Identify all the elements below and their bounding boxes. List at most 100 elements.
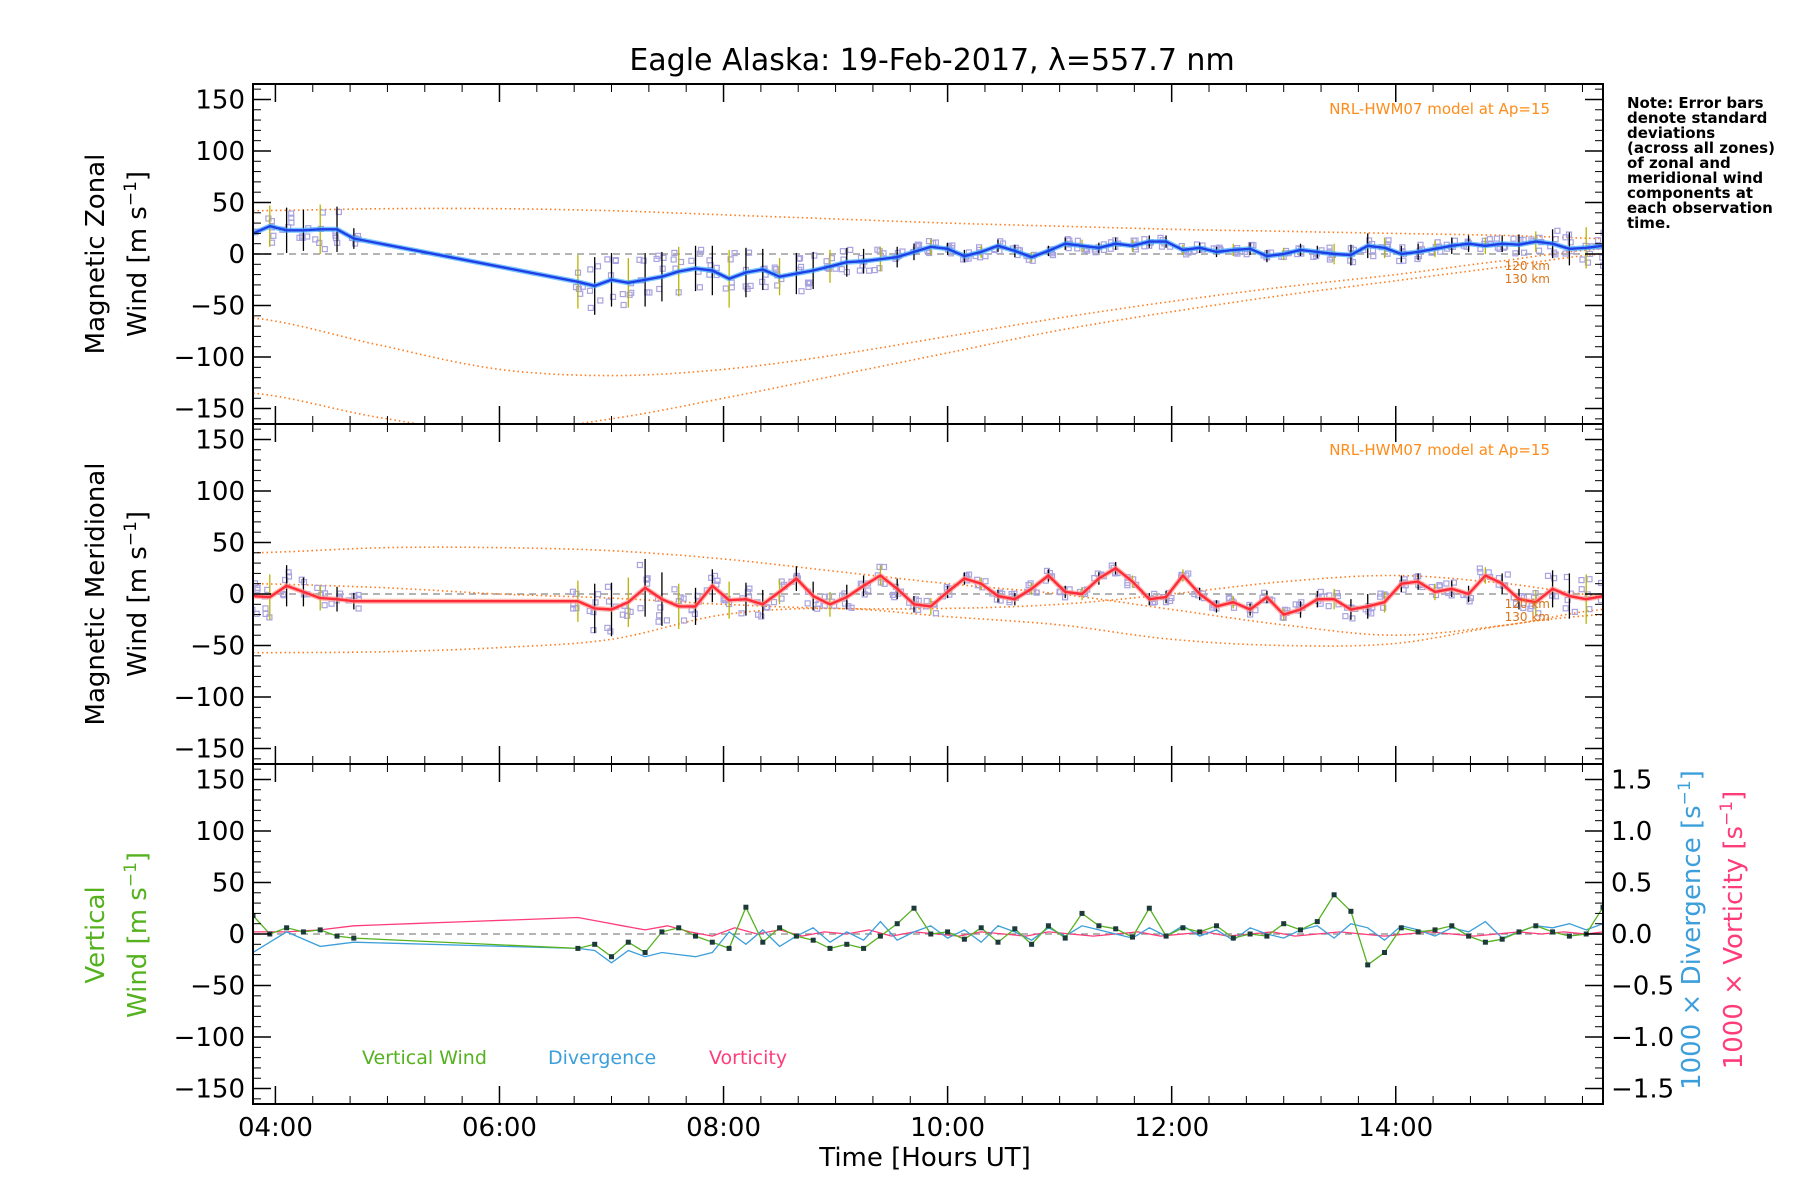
figure-title: Eagle Alaska: 19-Feb-2017, λ=557.7 nm (629, 43, 1234, 78)
meridional-plot-content (253, 546, 1603, 654)
meridional-sample-point (1376, 593, 1384, 600)
right-axis-tick-label: −1.5 (1611, 1075, 1674, 1105)
zonal-model-label: NRL-HWM07 model at Ap=15 (1329, 100, 1550, 118)
vertical-wind-point (1045, 923, 1051, 929)
vertical-wind-point (1482, 939, 1488, 945)
vertical-wind-point (777, 925, 783, 931)
meridional-sample-point (932, 610, 940, 617)
zonal-sample-point (270, 232, 277, 239)
meridional-sample-point (754, 611, 762, 618)
vertical-plot-area: 1.5 1.0 0.5 0.0 −0.5 −1.0 −1.5 150 100 50 0 −50 −100… (174, 763, 1674, 1105)
right-axis-tick-label: 0.5 (1611, 868, 1652, 898)
zonal-sample-point (1520, 249, 1528, 256)
note-line: time. (1627, 214, 1671, 232)
note-line: meridional wind (1627, 169, 1763, 187)
vertical-wind-point (1550, 929, 1556, 935)
meridional-y-tick-label: −100 (174, 683, 245, 713)
vertical-wind-point (317, 927, 323, 933)
meridional-sample-point (912, 596, 919, 603)
zonal-alt-label-120: 120 km (1505, 259, 1550, 273)
zonal-y-tick-label: 50 (212, 188, 245, 218)
zonal-sample-point (299, 234, 306, 241)
zonal-sample-point (688, 257, 695, 264)
meridional-sample-point (770, 598, 778, 606)
x-tick-label: 12:00 (1134, 1113, 1209, 1143)
vertical-y-tick-label: −150 (174, 1075, 245, 1105)
zonal-sample-point (612, 257, 619, 264)
meridional-sample-point (282, 576, 289, 584)
vertical-y-tick-label: 0 (228, 920, 245, 950)
zonal-sample-point (626, 291, 633, 298)
vertical-wind-point (1516, 929, 1522, 935)
meridional-sample-point (643, 576, 650, 583)
zonal-sample-point (1535, 247, 1543, 254)
zonal-sample-point (806, 279, 813, 286)
zonal-sample-point (586, 287, 594, 294)
zonal-sample-point (659, 265, 666, 272)
vertical-wind-point (726, 945, 732, 951)
meridional-sample-point (1443, 580, 1450, 587)
meridional-sample-point (592, 599, 599, 606)
vertical-wind-point (1062, 935, 1068, 941)
meridional-sample-point (1027, 580, 1034, 587)
zonal-sample-point (1579, 256, 1586, 263)
meridional-sample-point (1349, 615, 1356, 622)
vertical-wind-point (844, 941, 850, 947)
vertical-wind-point (1146, 905, 1152, 911)
vertical-wind-point (1079, 910, 1085, 916)
note-line: of zonal and (1627, 154, 1731, 172)
zonal-sample-point (707, 262, 714, 269)
zonal-sample-point (1326, 256, 1334, 263)
meridional-sample-point (570, 605, 577, 612)
vertical-wind-point (911, 905, 917, 911)
vertical-wind-point (1314, 919, 1320, 925)
meridional-sample-point (1292, 601, 1299, 608)
zonal-sample-point (316, 239, 323, 246)
right-axis-tick-label: −1.0 (1611, 1023, 1674, 1053)
zonal-sample-point (847, 246, 854, 253)
zonal-alt-label-130: 130 km (1505, 272, 1550, 286)
meridional-sample-point (321, 590, 329, 597)
vertical-wind-point (961, 936, 967, 942)
meridional-sample-point (746, 585, 753, 592)
meridional-sample-point (861, 591, 868, 598)
meridional-model-curve-0 (253, 546, 1603, 637)
meridional-sample-point (1527, 605, 1534, 612)
zonal-plot-content (253, 204, 1603, 424)
vertical-wind-point (793, 933, 799, 939)
vertical-ylabel-line2: Wind [m s−1] (121, 852, 153, 1018)
vertical-wind-point (1365, 962, 1371, 968)
zonal-sample-point (1594, 237, 1602, 244)
zonal-sample-point (811, 252, 818, 259)
meridional-sample-point (253, 606, 256, 613)
vertical-wind-point (351, 935, 357, 941)
meridional-sample-point (655, 618, 662, 625)
vorticity-axis-label: 1000 × Vorticity [s−1] (1717, 791, 1749, 1070)
right-axis-tick-label: 1.5 (1611, 765, 1652, 795)
zonal-sample-point (619, 291, 626, 298)
vertical-wind-panel: 1.5 1.0 0.5 0.0 −0.5 −1.0 −1.5 150 100 50 0 −50 −100… (81, 763, 1749, 1105)
vertical-ylabel-line1: Vertical (81, 886, 111, 983)
vertical-wind-point (1012, 926, 1018, 932)
meridional-sample-point (845, 603, 852, 610)
vertical-wind-point (1566, 933, 1572, 939)
vertical-wind-point (592, 941, 598, 947)
vertical-wind-point (1533, 923, 1539, 929)
vorticity-line (253, 916, 1603, 937)
meridional-sample-point (590, 626, 597, 634)
zonal-sample-point (773, 266, 780, 273)
zonal-sample-point (1399, 244, 1406, 251)
right-axis-tick-label: 0.0 (1611, 920, 1652, 950)
vertical-wind-point (877, 933, 883, 939)
meridional-sample-point (764, 604, 771, 611)
zonal-y-tick-label: −150 (174, 395, 245, 425)
meridional-sample-point (880, 563, 888, 571)
meridional-sample-point (738, 610, 745, 617)
note-line: denote standard (1627, 109, 1767, 127)
meridional-sample-point (804, 600, 811, 607)
vertical-wind-point (709, 939, 715, 945)
zonal-sample-point (1310, 253, 1317, 260)
meridional-sample-point (636, 561, 644, 569)
zonal-y-tick-label: −50 (190, 292, 245, 322)
